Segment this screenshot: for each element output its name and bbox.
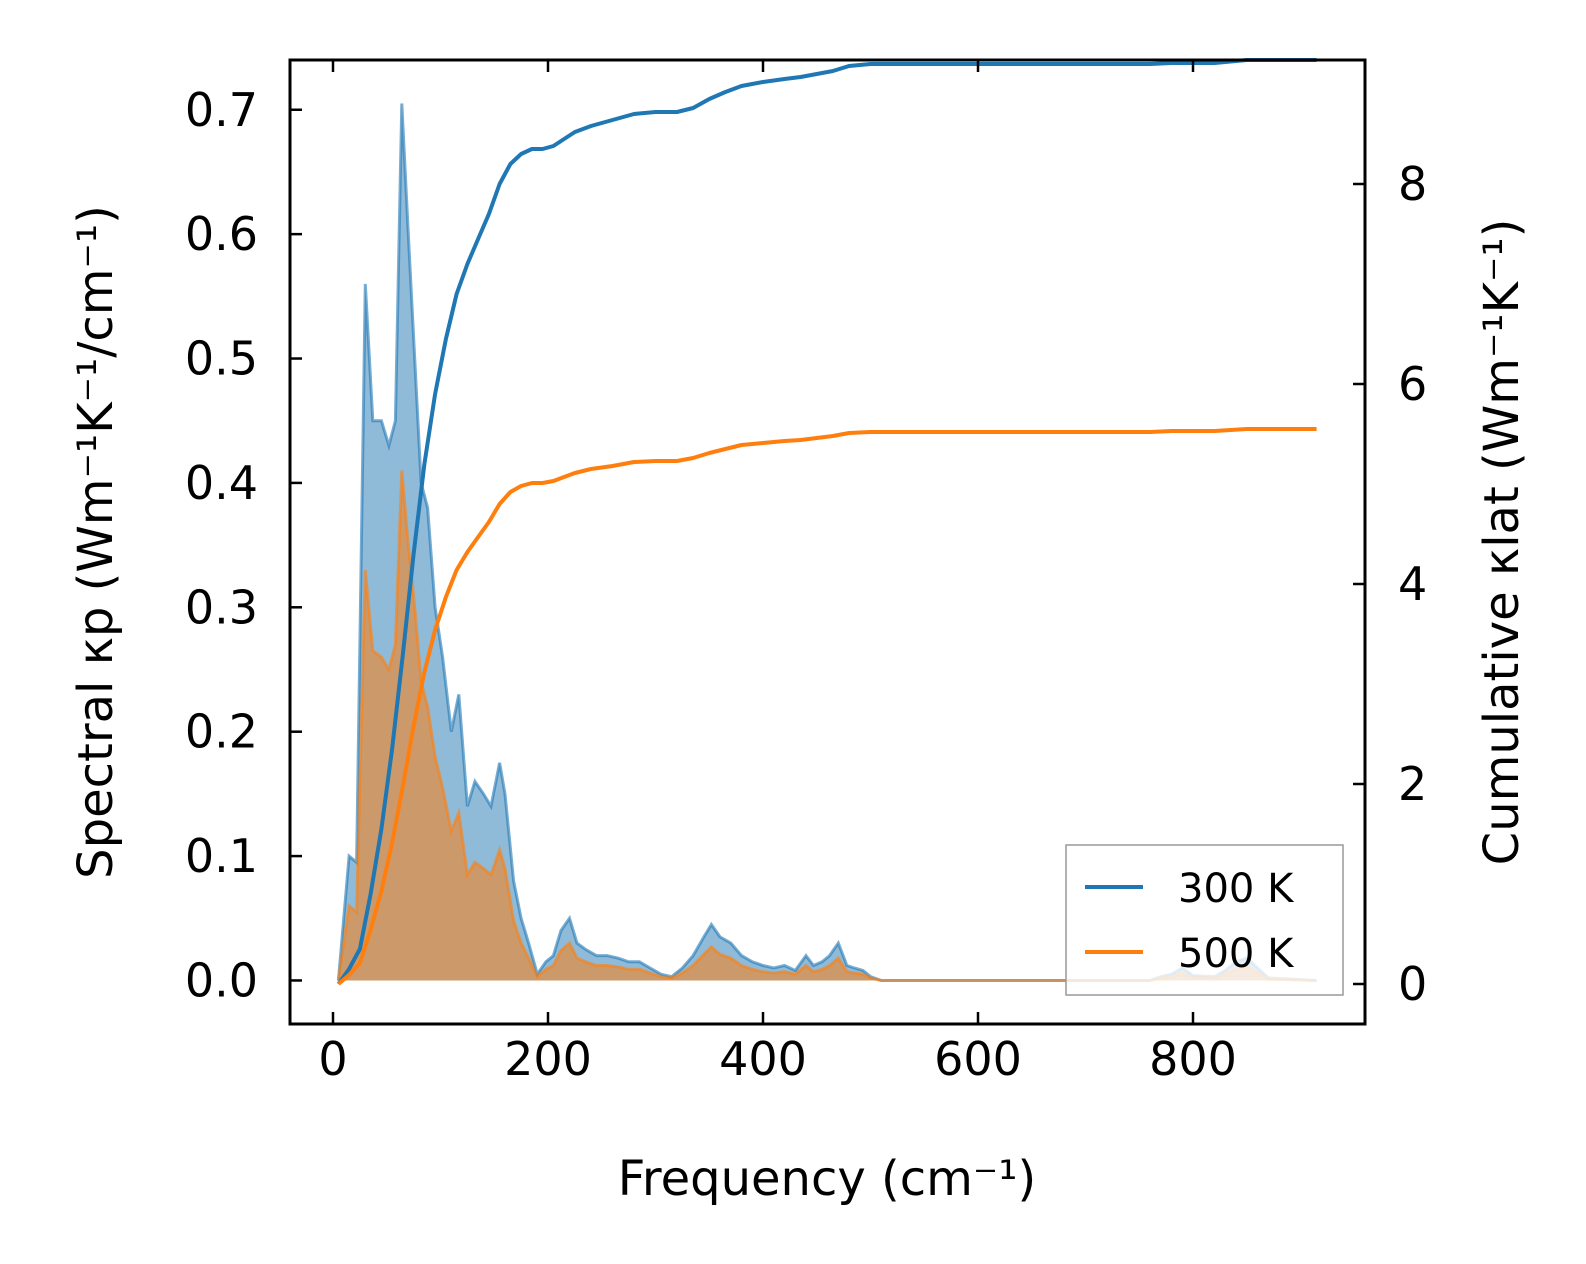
y-right-tick-label: 4 — [1398, 557, 1427, 611]
y-left-tick-label: 0.3 — [185, 580, 258, 634]
y-left-tick-label: 0.1 — [185, 829, 258, 883]
legend-label-500k: 500 K — [1178, 931, 1295, 977]
y-axis-label-left: Spectral κp (Wm⁻¹K⁻¹/cm⁻¹) — [68, 205, 124, 879]
y-left-tick-label: 0.4 — [185, 456, 258, 510]
plot-frame — [288, 58, 1367, 1026]
cumulative-line-300k — [336, 58, 1317, 986]
x-tick-label: 600 — [934, 1032, 1022, 1086]
y-left-tick-label: 0.7 — [185, 83, 258, 137]
x-axis-label: Frequency (cm⁻¹) — [618, 1151, 1036, 1207]
y-right-tick-label: 2 — [1398, 757, 1427, 811]
y-left-tick-label: 0.2 — [185, 705, 258, 759]
cumulative-line-500k — [337, 427, 1317, 986]
spectral-area-500k — [338, 470, 1317, 981]
y-axis-label-right: Cumulative κlat (Wm⁻¹K⁻¹) — [1474, 219, 1530, 866]
y-left-tick-label: 0.0 — [185, 953, 258, 1007]
x-tick-label: 0 — [318, 1032, 347, 1086]
x-tick-label: 800 — [1149, 1032, 1237, 1086]
y-left-tick-label: 0.5 — [185, 332, 258, 386]
y-left-tick-label: 0.6 — [185, 207, 258, 261]
x-tick-label: 400 — [719, 1032, 807, 1086]
spectral-outline-500k — [336, 470, 1317, 982]
spectral-fill-group — [336, 103, 1317, 982]
cumulative-line-group — [336, 58, 1317, 986]
y-right-tick-label: 0 — [1398, 957, 1427, 1011]
y-right-tick-label: 6 — [1398, 357, 1427, 411]
legend: 300 K 500 K — [1065, 844, 1344, 996]
y-right-tick-label: 8 — [1398, 157, 1427, 211]
x-tick-label: 200 — [504, 1032, 592, 1086]
legend-label-300k: 300 K — [1178, 866, 1295, 912]
tick-group: 0 200 400 600 800 0.0 0.1 0.2 0.3 0.4 0.5 0.6 0.7 0 2 4… — [185, 60, 1427, 1086]
legend-box — [1065, 844, 1344, 996]
